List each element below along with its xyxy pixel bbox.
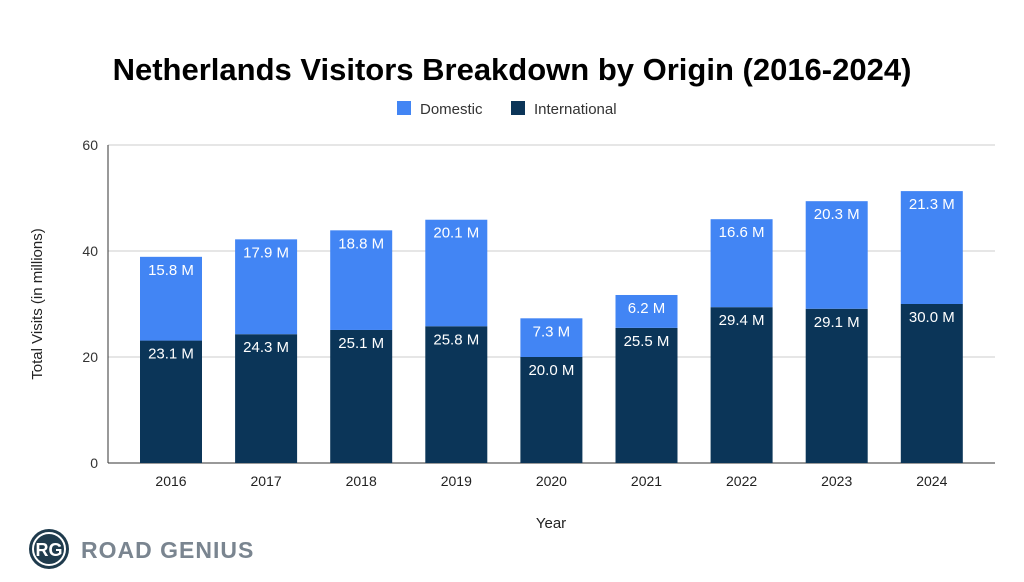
x-tick-label: 2018 <box>346 473 377 489</box>
x-tick-label: 2021 <box>631 473 662 489</box>
y-axis-label: Total Visits (in millions) <box>29 228 46 379</box>
data-label-domestic: 21.3 M <box>909 196 955 213</box>
data-label-domestic: 20.3 M <box>814 206 860 223</box>
bar-international <box>900 304 963 463</box>
legend-swatch-domestic <box>397 101 411 115</box>
data-label-international: 24.3 M <box>243 339 289 356</box>
bar-domestic <box>900 191 963 304</box>
y-tick-label: 60 <box>82 137 98 153</box>
data-label-international: 20.0 M <box>528 362 574 379</box>
legend: Domestic International <box>397 101 617 118</box>
x-axis-label: Year <box>536 515 566 532</box>
brand-logo: RG ROAD GENIUS <box>29 529 254 569</box>
logo-text: ROAD GENIUS <box>81 537 254 563</box>
data-label-domestic: 18.8 M <box>338 235 384 252</box>
data-label-international: 30.0 M <box>909 309 955 326</box>
y-tick-label: 20 <box>82 349 98 365</box>
y-tick-label: 40 <box>82 243 98 259</box>
x-tick-label: 2016 <box>155 473 186 489</box>
x-tick-label: 2020 <box>536 473 567 489</box>
bar-international <box>425 326 488 463</box>
bar-international <box>805 308 868 463</box>
bar-international <box>710 307 773 463</box>
data-label-international: 25.8 M <box>433 331 479 348</box>
data-label-international: 23.1 M <box>148 346 194 363</box>
bar-international <box>520 357 583 463</box>
bar-domestic <box>805 201 868 309</box>
x-tick-label: 2023 <box>821 473 852 489</box>
bar-domestic <box>615 294 678 328</box>
chart-title: Netherlands Visitors Breakdown by Origin… <box>113 52 912 87</box>
logo-circle <box>29 529 69 569</box>
legend-label-international: International <box>534 101 617 118</box>
bar-international <box>615 327 678 463</box>
x-tick-label: 2019 <box>441 473 472 489</box>
x-tick-label: 2024 <box>916 473 947 489</box>
data-label-international: 29.4 M <box>719 312 765 329</box>
data-label-international: 29.1 M <box>814 314 860 331</box>
legend-label-domestic: Domestic <box>420 101 483 118</box>
bar-domestic <box>330 230 393 330</box>
bar-international <box>330 329 393 463</box>
data-label-domestic: 6.2 M <box>628 300 666 317</box>
bar-international <box>140 340 202 463</box>
x-tick-label: 2017 <box>251 473 282 489</box>
bar-international <box>235 334 298 463</box>
bar-domestic <box>425 219 488 327</box>
bar-domestic <box>710 219 773 308</box>
x-tick-label: 2022 <box>726 473 757 489</box>
data-label-domestic: 15.8 M <box>148 262 194 279</box>
data-label-domestic: 17.9 M <box>243 244 289 261</box>
data-label-domestic: 7.3 M <box>533 323 571 340</box>
y-tick-label: 0 <box>90 455 98 471</box>
legend-swatch-international <box>511 101 525 115</box>
data-label-international: 25.1 M <box>338 335 384 352</box>
bar-domestic <box>140 256 202 341</box>
data-label-domestic: 20.1 M <box>433 225 479 242</box>
data-label-international: 25.5 M <box>624 333 670 350</box>
bar-domestic <box>520 318 583 357</box>
bar-domestic <box>235 239 298 335</box>
data-label-domestic: 16.6 M <box>719 224 765 241</box>
logo-initials: RG <box>36 540 63 560</box>
